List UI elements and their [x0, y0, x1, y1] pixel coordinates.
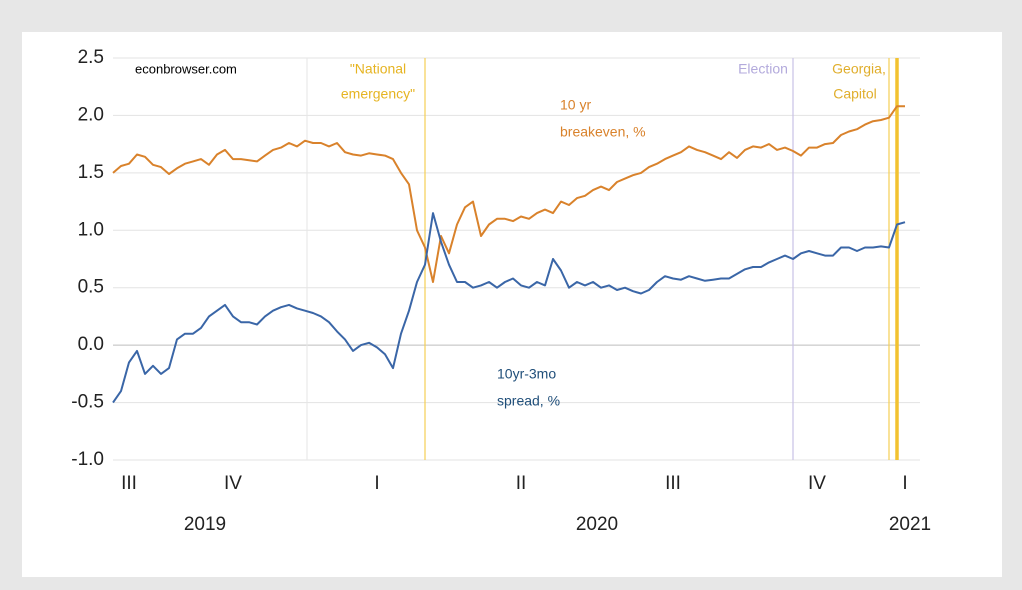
x-tick-label: II [516, 473, 527, 494]
source: econbrowser.com [135, 61, 237, 76]
y-tick-label: 2.0 [78, 104, 104, 125]
y-tick-label: 2.5 [78, 47, 104, 68]
series-label: 10yr-3mo [497, 366, 556, 382]
event-label: "National [350, 61, 406, 77]
series-label: 10 yr [560, 97, 591, 113]
chart-area [22, 32, 1002, 577]
y-tick-label: -0.5 [71, 392, 104, 413]
x-tick-label: I [374, 473, 379, 494]
y-tick-label: -1.0 [71, 449, 104, 470]
x-tick-label: I [902, 473, 907, 494]
year-label: 2020 [576, 514, 618, 535]
y-tick-label: 0.0 [78, 334, 104, 355]
event-label: Capitol [833, 86, 877, 102]
x-tick-label: III [665, 473, 681, 494]
y-tick-label: 0.5 [78, 277, 104, 298]
year-label: 2021 [889, 514, 931, 535]
event-label: Georgia, [832, 61, 886, 77]
series-line [112, 212, 906, 404]
event-label: emergency" [341, 86, 415, 102]
y-tick-label: 1.5 [78, 162, 104, 183]
series-label: breakeven, % [560, 124, 646, 140]
x-tick-label: IV [808, 473, 826, 494]
year-label: 2019 [184, 514, 226, 535]
x-tick-label: III [121, 473, 137, 494]
x-tick-label: IV [224, 473, 242, 494]
event-label: Election [738, 61, 788, 77]
series-label: spread, % [497, 393, 560, 409]
y-tick-label: 1.0 [78, 219, 104, 240]
series-line [112, 105, 905, 283]
